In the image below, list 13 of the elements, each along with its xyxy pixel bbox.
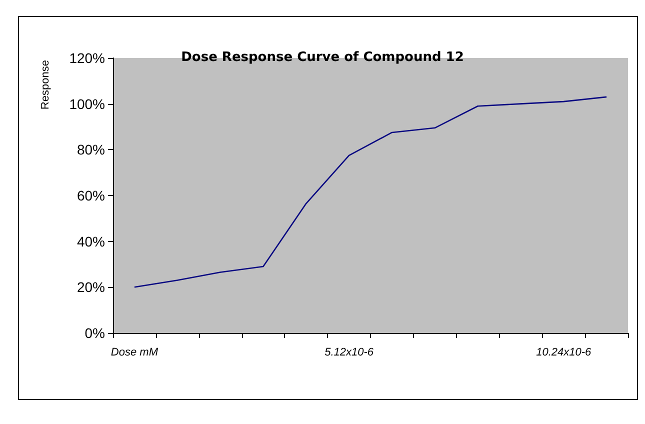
y-axis-title: Response [40,60,52,110]
y-tick-label: 120% [69,50,105,66]
y-tick-label: 0% [84,325,105,341]
y-tick-label: 40% [76,233,105,250]
y-tick-label: 100% [69,96,105,112]
line-series [134,96,608,288]
x-tick-label: 10.24x10-6 [536,346,592,358]
chart-title: Dose Response Curve of Compound 12 [181,50,464,65]
x-tick-label: Dose mM [110,346,159,358]
y-tick-label: 80% [76,142,105,158]
y-tick-label: 20% [76,279,105,296]
y-tick-label: 60% [76,188,105,204]
x-tick-label: 5.12x10-6 [324,346,374,358]
